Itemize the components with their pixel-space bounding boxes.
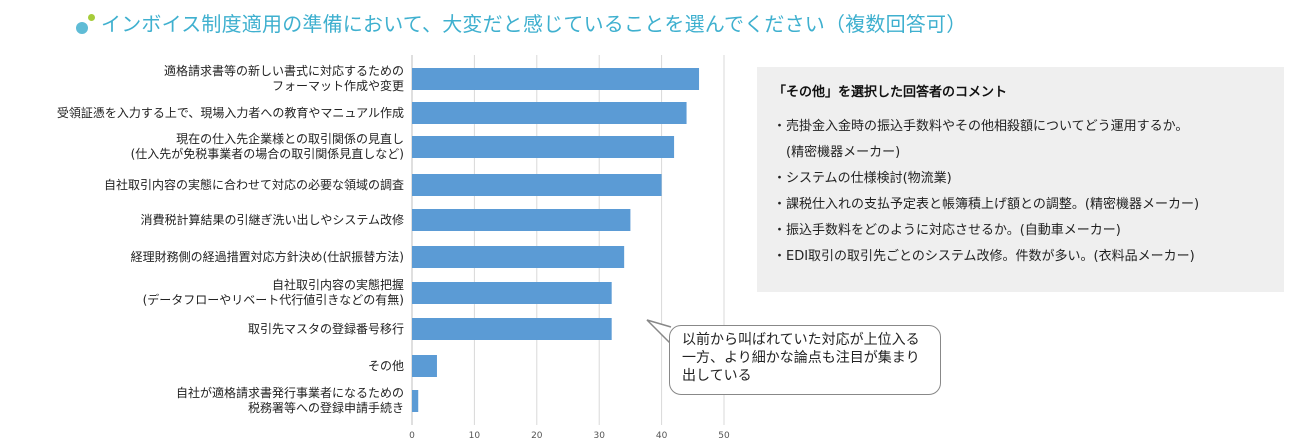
x-tick-label: 40 xyxy=(656,431,668,441)
category-label: 受領証憑を入力する上で、現場入力者への教育やマニュアル作成 xyxy=(56,105,404,120)
category-label: 自社が適格請求書発行事業者になるための 税務署等への登録申請手続き xyxy=(175,386,404,415)
x-tick-label: 0 xyxy=(409,431,415,441)
category-label: その他 xyxy=(367,358,404,373)
category-label: 現在の仕入先企業様との取引関係の見直し (仕入先が免税事業者の場合の取引関係見直… xyxy=(130,132,404,161)
comment-title: 「その他」を選択した回答者のコメント xyxy=(773,85,1008,100)
bar xyxy=(412,318,612,340)
chart-svg: 0 10 20 30 40 50 xyxy=(409,55,730,441)
callout-note: 以前から叫ばれていた対応が上位入る一方、より細かな論点も注目が集まり出している xyxy=(669,325,941,395)
comment-item: ・振込手数料をどのように対応させるか。(自動車メーカー) xyxy=(773,223,1121,238)
title-dot-blue-icon xyxy=(76,22,88,34)
callout-tail xyxy=(646,319,672,345)
comment-item: ・EDI取引の取引先ごとのシステム改修。件数が多い。(衣料品メーカー) xyxy=(773,249,1195,264)
x-tick-label: 10 xyxy=(469,431,481,441)
comment-item: ・売掛金入金時の振込手数料やその他相殺額についてどう運用するか。 (精密機器メー… xyxy=(773,119,1189,160)
category-label: 経理財務側の経過措置対応方針決め(仕訳振替方法) xyxy=(130,249,404,264)
x-tick-label: 20 xyxy=(531,431,543,441)
category-label: 自社取引内容の実態に合わせて対応の必要な領域の調査 xyxy=(103,177,404,192)
category-label: 消費税計算結果の引継ぎ洗い出しやシステム改修 xyxy=(140,212,404,227)
bar xyxy=(412,246,625,268)
bar xyxy=(412,136,675,158)
category-label: 適格請求書等の新しい書式に対応するための フォーマット作成や変更 xyxy=(163,64,404,93)
page-title: インボイス制度適用の準備において、大変だと感じていることを選んでください（複数回… xyxy=(101,12,967,36)
bar xyxy=(412,390,419,412)
comment-item: ・課税仕入れの支払予定表と帳簿積上げ額との調整。(精密機器メーカー) xyxy=(773,197,1200,212)
comment-item: ・システムの仕様検討(物流業) xyxy=(773,171,952,186)
bar xyxy=(412,102,687,124)
bar xyxy=(412,355,437,377)
comment-list: ・売掛金入金時の振込手数料やその他相殺額についてどう運用するか。 (精密機器メー… xyxy=(773,114,1268,270)
x-tick-label: 50 xyxy=(718,431,730,441)
title-dot-green-icon xyxy=(88,14,95,21)
bar xyxy=(412,209,631,231)
bar-chart: 適格請求書等の新しい書式に対応するための フォーマット作成や変更受領証憑を入力す… xyxy=(0,55,740,447)
x-tick-label: 30 xyxy=(593,431,605,441)
comment-box: 「その他」を選択した回答者のコメント ・売掛金入金時の振込手数料やその他相殺額に… xyxy=(757,67,1284,292)
bar xyxy=(412,174,662,196)
bar xyxy=(412,68,700,90)
bar xyxy=(412,282,612,304)
category-label: 取引先マスタの登録番号移行 xyxy=(247,321,404,336)
category-label: 自社取引内容の実態把握 (データフローやリベート代行値引きなどの有無) xyxy=(142,278,404,307)
